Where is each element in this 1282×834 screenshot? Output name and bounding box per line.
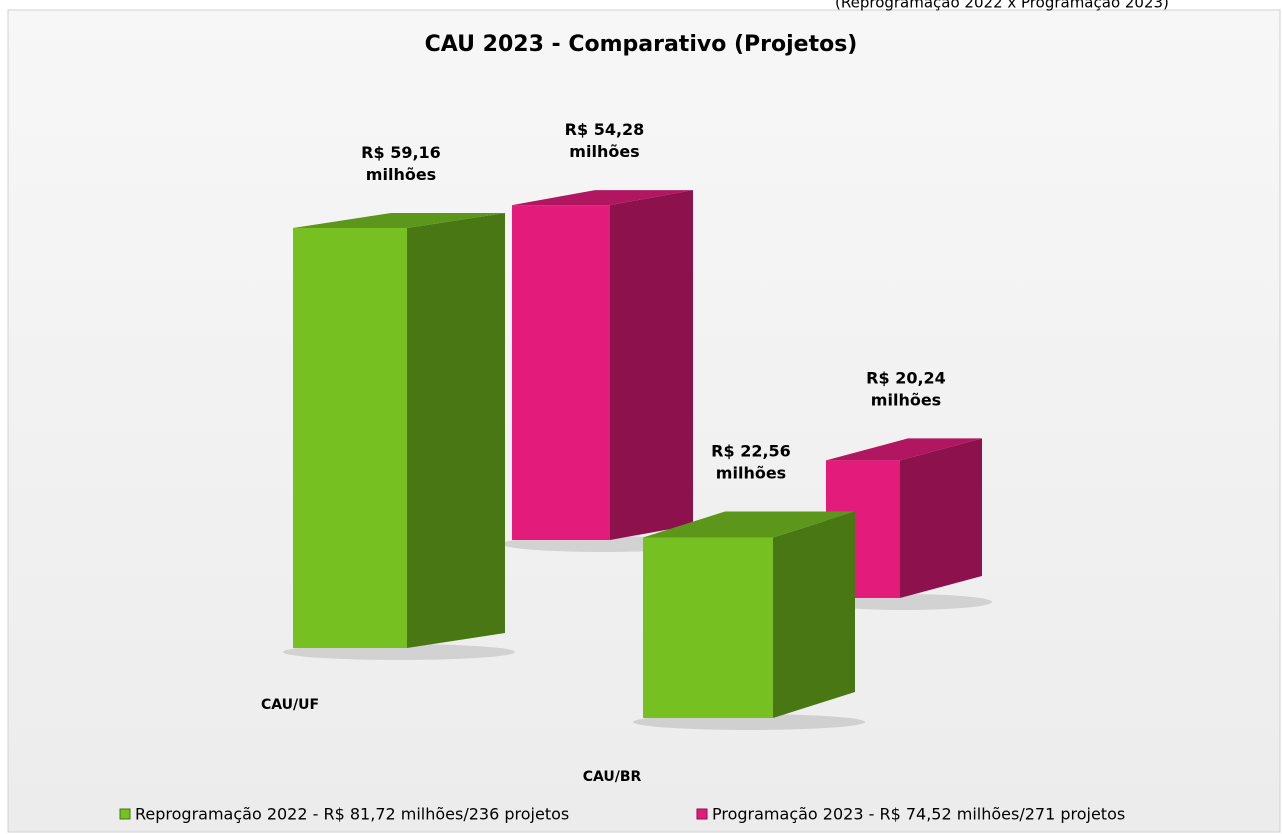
data-label-line: R$ 20,24	[866, 368, 946, 387]
data-label: R$ 20,24 milhões	[866, 368, 946, 409]
data-label-line: milhões	[716, 463, 786, 482]
bar-top	[826, 438, 982, 461]
data-label: R$ 22,56 milhões	[711, 441, 791, 482]
data-label: R$ 59,16 milhões	[361, 142, 441, 183]
bar	[512, 205, 610, 540]
x-tick-label: CAU/UF	[261, 697, 319, 713]
data-label-line: R$ 22,56	[711, 441, 791, 460]
data-label-line: R$ 59,16	[361, 142, 441, 161]
chart-title: CAU 2023 - Comparativo (Projetos)	[425, 32, 858, 57]
bar-top	[512, 190, 693, 206]
legend-swatch	[696, 808, 708, 820]
x-tick-label: CAU/BR	[583, 769, 642, 785]
bar-side	[610, 190, 693, 540]
bar	[643, 537, 773, 718]
bar-top	[643, 511, 855, 538]
data-label-line: milhões	[366, 164, 436, 183]
legend-label: Programação 2023 - R$ 74,52 milhões/271 …	[712, 805, 1125, 824]
bar-side	[407, 212, 505, 649]
bar-top	[293, 212, 505, 228]
data-label-line: milhões	[871, 390, 941, 409]
data-label-line: R$ 54,28	[565, 120, 645, 139]
chart-subtitle: (Reprogramação 2022 x Programação 2023)	[835, 0, 1169, 12]
bar	[293, 227, 407, 649]
legend-label: Reprogramação 2022 - R$ 81,72 milhões/23…	[135, 805, 569, 824]
data-label-line: milhões	[569, 142, 639, 161]
bar-side	[773, 511, 855, 718]
bar-side	[900, 438, 982, 598]
legend-swatch	[119, 808, 131, 820]
data-label: R$ 54,28 milhões	[565, 120, 645, 161]
